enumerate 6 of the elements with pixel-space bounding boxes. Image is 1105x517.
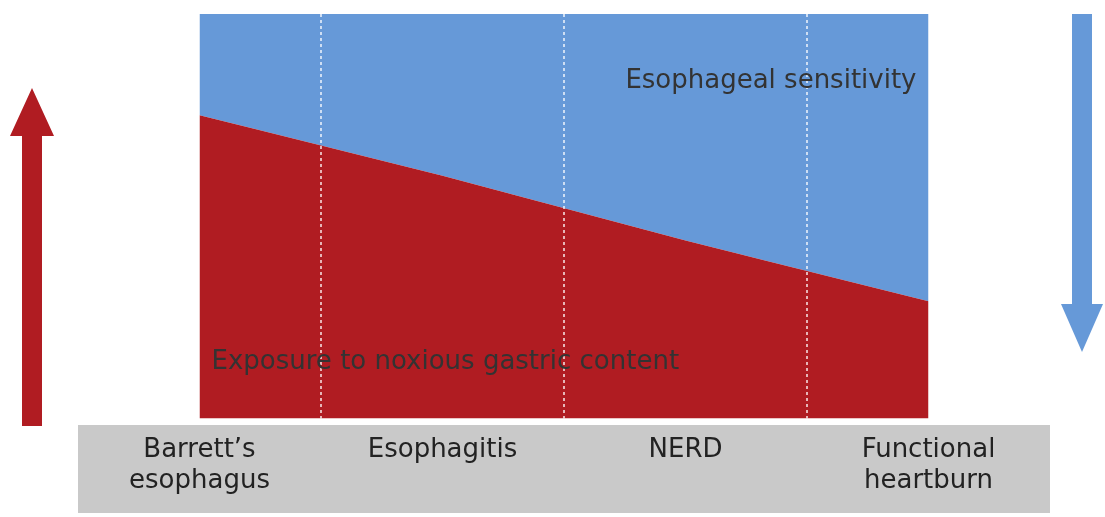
series-label: Exposure to noxious gastric content bbox=[211, 344, 680, 375]
x-tick-label: Functional heartburn bbox=[861, 432, 996, 495]
x-tick-label: Esophagitis bbox=[367, 432, 518, 463]
x-tick-label: NERD bbox=[648, 432, 723, 463]
x-tick-label: Barrett’s esophagus bbox=[129, 432, 270, 495]
series-label: Esophageal sensitivity bbox=[625, 64, 917, 94]
